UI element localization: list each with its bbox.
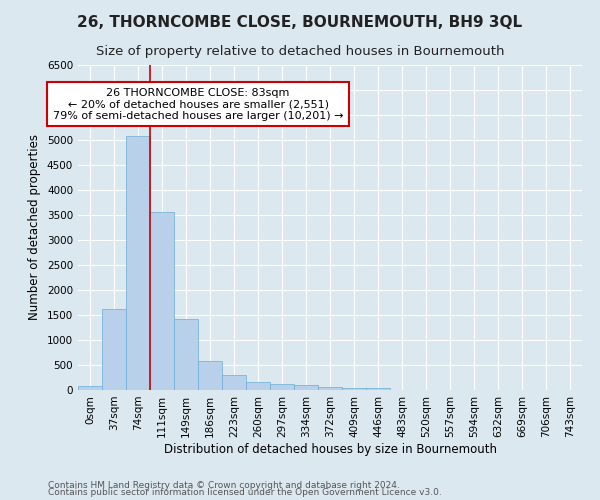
Bar	[126, 136, 150, 390]
Bar	[174, 318, 198, 390]
Bar	[270, 384, 294, 390]
Bar	[150, 212, 174, 390]
Bar	[318, 387, 342, 390]
Bar	[222, 374, 246, 390]
Text: Size of property relative to detached houses in Bournemouth: Size of property relative to detached ho…	[96, 45, 504, 58]
Text: Contains HM Land Registry data © Crown copyright and database right 2024.: Contains HM Land Registry data © Crown c…	[48, 480, 400, 490]
Bar	[366, 388, 390, 390]
Bar	[102, 309, 126, 390]
Y-axis label: Number of detached properties: Number of detached properties	[28, 134, 41, 320]
Text: Contains public sector information licensed under the Open Government Licence v3: Contains public sector information licen…	[48, 488, 442, 497]
Text: 26, THORNCOMBE CLOSE, BOURNEMOUTH, BH9 3QL: 26, THORNCOMBE CLOSE, BOURNEMOUTH, BH9 3…	[77, 15, 523, 30]
Text: 26 THORNCOMBE CLOSE: 83sqm
← 20% of detached houses are smaller (2,551)
79% of s: 26 THORNCOMBE CLOSE: 83sqm ← 20% of deta…	[53, 88, 343, 120]
Bar	[246, 382, 270, 390]
X-axis label: Distribution of detached houses by size in Bournemouth: Distribution of detached houses by size …	[163, 442, 497, 456]
Bar	[78, 386, 102, 390]
Bar	[294, 385, 318, 390]
Bar	[198, 360, 222, 390]
Bar	[342, 388, 366, 390]
